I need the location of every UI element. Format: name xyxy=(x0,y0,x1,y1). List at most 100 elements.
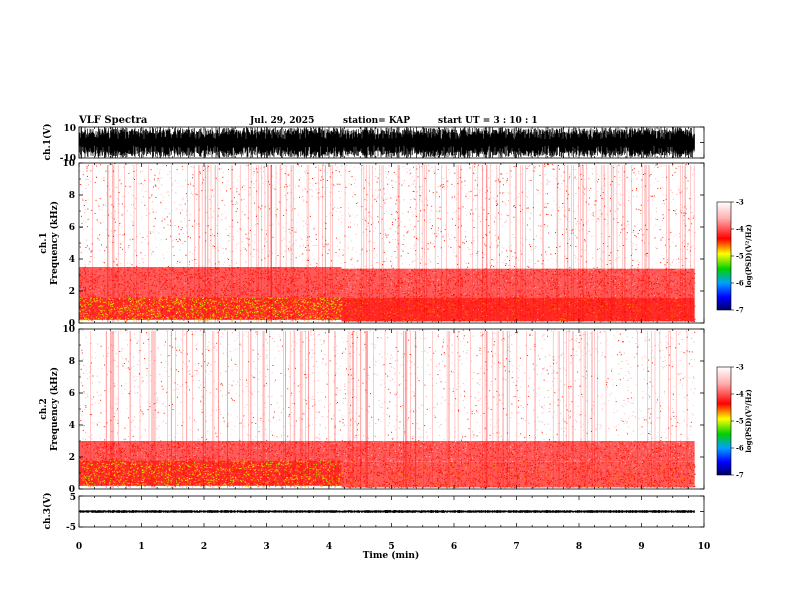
psd-pixel xyxy=(205,196,207,198)
psd-pixel xyxy=(284,279,286,280)
psd-pixel xyxy=(557,301,559,303)
psd-pixel xyxy=(204,317,206,319)
psd-pixel xyxy=(153,225,155,227)
psd-pixel xyxy=(587,299,589,301)
psd-pixel xyxy=(124,206,126,208)
psd-pixel xyxy=(213,173,215,175)
psd-pixel xyxy=(204,272,205,274)
psd-pixel xyxy=(124,296,126,298)
psd-pixel xyxy=(203,280,205,281)
psd-pixel xyxy=(322,237,324,239)
psd-pixel xyxy=(491,298,493,300)
psd-pixel xyxy=(409,311,411,313)
psd-pixel xyxy=(644,308,646,309)
psd-pixel xyxy=(571,303,573,305)
psd-pixel xyxy=(326,277,328,279)
psd-pixel xyxy=(218,168,220,170)
psd-pixel xyxy=(274,278,276,280)
psd-pixel xyxy=(269,275,271,277)
psd-pixel xyxy=(194,224,196,226)
psd-pixel xyxy=(328,249,330,251)
psd-pixel xyxy=(106,293,108,295)
psd-pixel xyxy=(500,311,502,312)
psd-pixel xyxy=(269,208,270,210)
psd-pixel xyxy=(284,275,286,277)
psd-pixel xyxy=(236,316,238,318)
psd-pixel xyxy=(257,294,259,296)
psd-pixel xyxy=(287,289,289,291)
psd-pixel xyxy=(368,299,369,301)
psd-pixel xyxy=(464,318,466,320)
psd-pixel xyxy=(257,318,259,320)
psd-pixel xyxy=(574,312,576,314)
psd-pixel xyxy=(135,190,137,192)
psd-pixel xyxy=(551,298,552,299)
psd-pixel xyxy=(307,244,309,246)
psd-pixel xyxy=(332,289,334,291)
psd-pixel xyxy=(331,168,333,170)
psd-pixel xyxy=(149,292,151,294)
psd-pixel xyxy=(207,312,209,314)
psd-pixel xyxy=(107,214,109,216)
psd-pixel xyxy=(301,214,303,216)
psd-pixel xyxy=(257,272,259,274)
psd-pixel xyxy=(452,319,453,321)
psd-pixel xyxy=(113,258,114,260)
psd-pixel xyxy=(552,319,554,321)
psd-pixel xyxy=(299,245,301,247)
psd-pixel xyxy=(291,298,293,300)
psd-pixel xyxy=(186,301,188,303)
psd-pixel xyxy=(355,310,357,312)
psd-pixel xyxy=(338,288,339,290)
psd-pixel xyxy=(198,312,200,314)
psd-pixel xyxy=(470,318,471,320)
psd-pixel xyxy=(114,311,116,313)
psd-pixel xyxy=(269,183,271,185)
psd-pixel xyxy=(528,311,530,313)
psd-pixel xyxy=(273,309,275,311)
psd-pixel xyxy=(130,274,132,276)
psd-pixel xyxy=(310,229,312,231)
psd-pixel xyxy=(208,165,209,167)
psd-pixel xyxy=(104,176,106,178)
psd-pixel xyxy=(184,312,186,313)
psd-pixel xyxy=(296,267,298,269)
psd-pixel xyxy=(110,241,111,243)
psd-pixel xyxy=(326,215,328,217)
psd-pixel xyxy=(289,205,291,207)
psd-pixel xyxy=(503,304,505,306)
psd-pixel xyxy=(188,264,190,266)
psd-pixel xyxy=(337,281,339,283)
psd-pixel xyxy=(302,244,304,246)
psd-pixel xyxy=(85,201,87,203)
psd-pixel xyxy=(337,305,339,307)
psd-pixel xyxy=(246,293,248,295)
psd-pixel xyxy=(381,319,383,321)
psd-pixel xyxy=(113,218,115,220)
psd-pixel xyxy=(445,297,447,299)
psd-pixel xyxy=(233,186,235,188)
psd-pixel xyxy=(293,227,295,229)
psd-pixel xyxy=(302,220,304,222)
psd-pixel xyxy=(195,305,197,307)
psd-pixel xyxy=(82,174,84,176)
psd-pixel xyxy=(281,168,283,170)
psd-pixel xyxy=(675,311,677,313)
psd-pixel xyxy=(198,319,200,321)
psd-pixel xyxy=(296,296,298,298)
psd-pixel xyxy=(85,293,87,294)
psd-pixel xyxy=(195,284,197,286)
psd-pixel xyxy=(199,275,201,277)
psd-pixel xyxy=(149,275,151,277)
psd-pixel xyxy=(204,302,206,304)
psd-pixel xyxy=(136,298,138,300)
psd-pixel xyxy=(84,266,86,268)
psd-pixel xyxy=(154,291,156,293)
psd-pixel xyxy=(375,317,377,319)
psd-pixel xyxy=(215,318,217,320)
psd-pixel xyxy=(293,231,295,233)
psd-pixel xyxy=(336,275,338,277)
psd-pixel xyxy=(623,302,625,304)
psd-pixel xyxy=(194,273,196,275)
psd-pixel xyxy=(96,283,98,285)
